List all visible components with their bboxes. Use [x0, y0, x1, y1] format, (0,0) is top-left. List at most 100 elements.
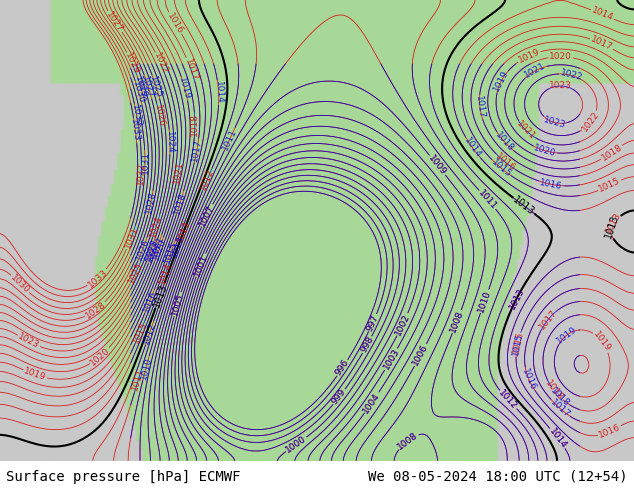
Text: 996: 996 [334, 358, 351, 378]
Text: 1014: 1014 [547, 426, 568, 450]
Text: 1000: 1000 [284, 434, 308, 455]
Text: 1018: 1018 [600, 143, 624, 163]
Text: 1019: 1019 [592, 330, 612, 354]
Text: 1006: 1006 [411, 343, 430, 367]
Text: 1002: 1002 [394, 312, 411, 337]
Text: 1005: 1005 [170, 292, 185, 317]
Text: 1016: 1016 [141, 289, 158, 314]
Text: 1028: 1028 [144, 191, 157, 215]
Text: 1019: 1019 [492, 69, 510, 94]
Text: 1003: 1003 [382, 347, 401, 371]
Text: 999: 999 [330, 387, 348, 406]
Text: 1013: 1013 [604, 213, 621, 239]
Text: 1020: 1020 [151, 237, 167, 261]
Text: 1014: 1014 [157, 261, 174, 285]
Text: 1019: 1019 [517, 47, 541, 65]
Text: 1011: 1011 [221, 127, 239, 151]
Text: 1013: 1013 [170, 234, 186, 259]
Text: 1017: 1017 [537, 308, 559, 332]
Text: 1016: 1016 [494, 151, 517, 173]
Text: 1022: 1022 [152, 51, 169, 76]
Text: 1012: 1012 [497, 388, 519, 411]
Text: 1019: 1019 [23, 367, 48, 383]
Text: 998: 998 [359, 335, 375, 354]
Text: 1013: 1013 [175, 220, 192, 244]
Text: 997: 997 [365, 313, 380, 333]
Text: 1003: 1003 [382, 347, 401, 371]
Text: 1013: 1013 [507, 286, 526, 311]
Text: 1004: 1004 [361, 391, 382, 415]
Text: 1005: 1005 [170, 292, 185, 317]
Text: 1030: 1030 [131, 80, 146, 105]
Text: 1001: 1001 [192, 253, 209, 277]
Text: 1027: 1027 [105, 10, 125, 34]
Text: 1018: 1018 [493, 130, 515, 153]
Text: 1016: 1016 [521, 367, 538, 392]
Text: 1011: 1011 [477, 188, 498, 211]
Text: 1004: 1004 [361, 391, 382, 415]
Text: 1031: 1031 [123, 225, 139, 250]
Text: 1024: 1024 [149, 214, 164, 238]
Text: 1008: 1008 [396, 430, 420, 451]
Text: 1017: 1017 [474, 95, 486, 119]
Text: 1023: 1023 [542, 115, 567, 130]
Text: 1025: 1025 [127, 260, 145, 285]
Text: 1007: 1007 [198, 203, 216, 228]
Text: 1015: 1015 [597, 176, 622, 195]
Text: 1008: 1008 [396, 430, 420, 451]
Text: 1009: 1009 [427, 153, 448, 177]
Text: 1029: 1029 [124, 51, 141, 76]
Text: 1002: 1002 [394, 312, 411, 337]
Text: 1015: 1015 [163, 240, 179, 265]
Text: 1016: 1016 [539, 178, 564, 191]
Text: 1018: 1018 [172, 191, 188, 215]
Text: 1014: 1014 [214, 81, 224, 104]
Text: 1013: 1013 [507, 286, 526, 311]
Text: 1017: 1017 [590, 35, 614, 52]
Text: 1015: 1015 [489, 157, 513, 179]
Text: 1033: 1033 [129, 119, 141, 142]
Text: 1008: 1008 [449, 309, 465, 334]
Text: We 08-05-2024 18:00 UTC (12+54): We 08-05-2024 18:00 UTC (12+54) [368, 470, 628, 484]
Text: 1016: 1016 [165, 11, 184, 35]
Text: 1011: 1011 [477, 188, 498, 211]
Text: 999: 999 [330, 387, 348, 406]
Text: 998: 998 [359, 335, 375, 354]
Text: 1021: 1021 [523, 61, 547, 80]
Text: 1012: 1012 [497, 388, 519, 411]
Text: 1019: 1019 [178, 76, 192, 101]
Text: 1028: 1028 [84, 299, 107, 320]
Text: 1022: 1022 [581, 110, 602, 133]
Text: 1012: 1012 [141, 321, 157, 345]
Text: 1020: 1020 [533, 143, 557, 158]
Text: 1018: 1018 [544, 379, 565, 403]
Text: 1017: 1017 [183, 57, 199, 82]
Text: 1020: 1020 [89, 345, 112, 367]
Text: 1014: 1014 [547, 426, 568, 450]
Text: 1021: 1021 [515, 119, 537, 142]
Text: 1010: 1010 [139, 356, 153, 380]
Text: 1007: 1007 [198, 203, 216, 228]
Text: 1016: 1016 [597, 423, 622, 441]
Text: 1013: 1013 [151, 282, 169, 309]
Text: 1021: 1021 [150, 234, 165, 259]
Text: 1030: 1030 [9, 273, 32, 295]
Text: 1015: 1015 [132, 319, 149, 344]
Text: 996: 996 [334, 358, 351, 378]
Text: 1006: 1006 [411, 343, 430, 367]
Text: 1032: 1032 [131, 104, 143, 128]
Text: 1012: 1012 [198, 167, 216, 192]
Text: 1029: 1029 [133, 74, 148, 99]
Text: 1023: 1023 [143, 237, 159, 262]
Text: 1018: 1018 [190, 113, 199, 136]
Text: 1010: 1010 [477, 289, 493, 314]
Text: 1022: 1022 [145, 240, 161, 264]
Text: 1027: 1027 [141, 74, 156, 99]
Text: 1011: 1011 [131, 367, 146, 392]
Text: 1010: 1010 [477, 289, 493, 314]
Text: 1013: 1013 [604, 211, 623, 235]
Text: 1031: 1031 [141, 151, 150, 174]
Text: 1022: 1022 [559, 68, 583, 82]
Text: 1015: 1015 [511, 330, 525, 354]
Text: 1014: 1014 [590, 6, 615, 23]
